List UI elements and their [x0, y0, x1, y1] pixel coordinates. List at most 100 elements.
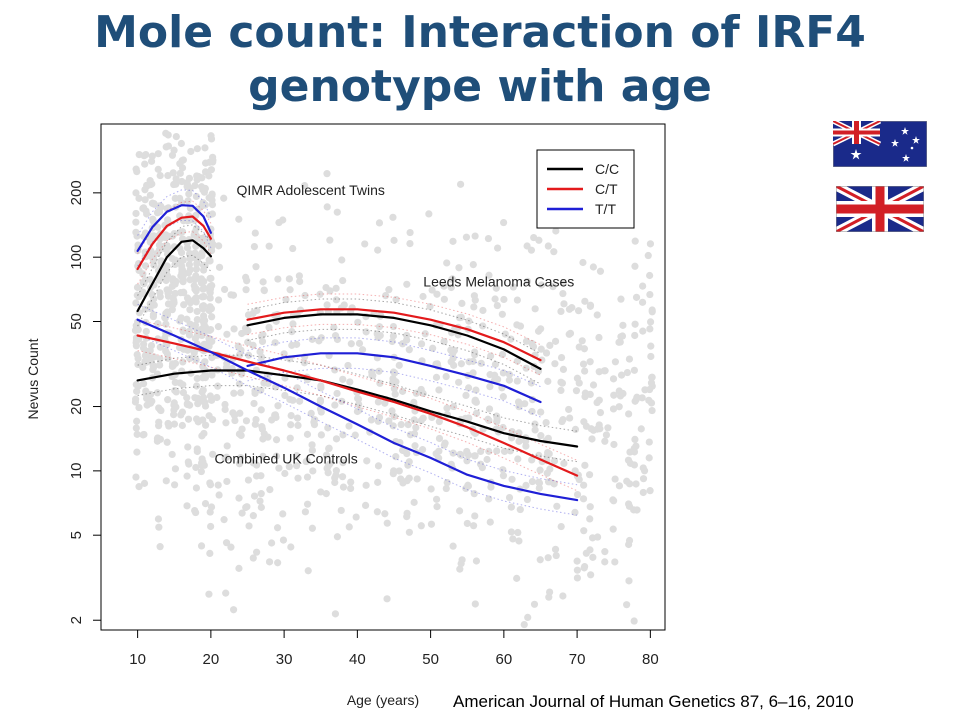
scatter-point: [141, 262, 150, 270]
scatter-point: [172, 277, 180, 286]
scatter-point: [440, 295, 448, 303]
scatter-point: [154, 150, 162, 158]
scatter-point: [580, 481, 588, 489]
scatter-point: [172, 388, 180, 396]
scatter-point: [493, 244, 502, 252]
scatter-point: [449, 542, 457, 550]
scatter-point: [443, 259, 451, 267]
scatter-point: [272, 413, 280, 422]
scatter-point: [630, 366, 638, 374]
scatter-point: [164, 131, 172, 139]
scatter-point: [308, 335, 316, 343]
scatter-point: [147, 157, 156, 165]
scatter-point: [192, 254, 200, 262]
scatter-point: [133, 448, 141, 456]
scatter-point: [325, 444, 333, 452]
scatter-point: [178, 266, 187, 274]
scatter-point: [610, 440, 618, 449]
scatter-point: [330, 323, 338, 332]
series-line-tt: [136, 318, 579, 502]
scatter-point: [367, 416, 375, 424]
scatter-point: [132, 228, 140, 236]
scatter-point: [133, 167, 141, 176]
scatter-point: [617, 333, 625, 341]
scatter-point: [617, 295, 625, 303]
scatter-point: [230, 411, 239, 419]
scatter-point: [625, 577, 633, 585]
scatter-point: [544, 554, 552, 562]
scatter-point: [633, 506, 641, 514]
scatter-point: [214, 296, 223, 304]
scatter-point: [286, 434, 294, 442]
scatter-point: [626, 480, 634, 488]
scatter-point: [462, 233, 471, 241]
scatter-point: [215, 263, 224, 271]
scatter-point: [513, 377, 521, 385]
scatter-point: [399, 387, 407, 395]
scatter-point: [251, 389, 259, 397]
confidence-band: [247, 328, 541, 385]
scatter-point: [191, 182, 199, 190]
scatter-point: [571, 425, 580, 434]
scatter-point: [185, 327, 193, 335]
scatter-point: [293, 414, 302, 422]
scatter-point: [472, 386, 480, 394]
scatter-point: [588, 435, 596, 443]
scatter-point: [535, 484, 543, 492]
scatter-point: [183, 394, 191, 402]
y-tick-label: 2: [68, 616, 85, 624]
scatter-point: [507, 528, 515, 536]
scatter-point: [537, 408, 545, 416]
scatter-point: [568, 304, 576, 312]
confidence-band: [137, 231, 212, 285]
scatter-point: [293, 384, 301, 392]
scatter-point: [615, 482, 624, 490]
scatter-point: [180, 301, 188, 309]
y-tick-label: 10: [68, 463, 85, 480]
scatter-cloud: [131, 129, 656, 629]
scatter-point: [165, 422, 173, 430]
scatter-point: [648, 306, 656, 314]
scatter-point: [566, 329, 575, 337]
scatter-point: [154, 515, 163, 523]
scatter-point: [625, 410, 633, 418]
scatter-point: [275, 464, 283, 472]
scatter-point: [363, 457, 371, 465]
scatter-point: [338, 397, 346, 405]
scatter-point: [242, 286, 250, 294]
scatter-point: [550, 480, 558, 488]
scatter-point: [442, 484, 450, 493]
scatter-point: [410, 398, 418, 406]
scatter-point: [345, 523, 353, 531]
scatter-point: [251, 229, 259, 237]
scatter-point: [221, 285, 229, 294]
scatter-point: [389, 213, 397, 221]
scatter-point: [303, 500, 312, 508]
scatter-point: [142, 390, 150, 398]
scatter-point: [515, 537, 523, 545]
axes: 10 20 30 40 50 60 70 80 2 5 10 20 50 100 200 Age (years…: [25, 180, 659, 708]
scatter-point: [243, 503, 251, 511]
scatter-point: [624, 500, 633, 508]
scatter-point: [274, 275, 282, 283]
scatter-point: [559, 365, 568, 373]
scatter-point: [249, 341, 257, 349]
scatter-point: [646, 290, 654, 299]
scatter-point: [146, 177, 154, 185]
scatter-point: [413, 475, 421, 483]
scatter-point: [186, 216, 194, 224]
scatter-point: [586, 503, 594, 511]
scatter-point: [294, 474, 302, 482]
scatter-point: [624, 456, 633, 464]
scatter-point: [545, 593, 553, 601]
scatter-point: [201, 373, 210, 381]
scatter-point: [552, 551, 560, 560]
scatter-point: [332, 296, 340, 304]
scatter-point: [418, 446, 427, 454]
scatter-point: [132, 218, 140, 226]
scatter-point: [324, 424, 332, 432]
scatter-point: [589, 553, 597, 561]
scatter-point: [374, 462, 383, 470]
scatter-point: [589, 381, 598, 389]
scatter-point: [282, 295, 290, 304]
